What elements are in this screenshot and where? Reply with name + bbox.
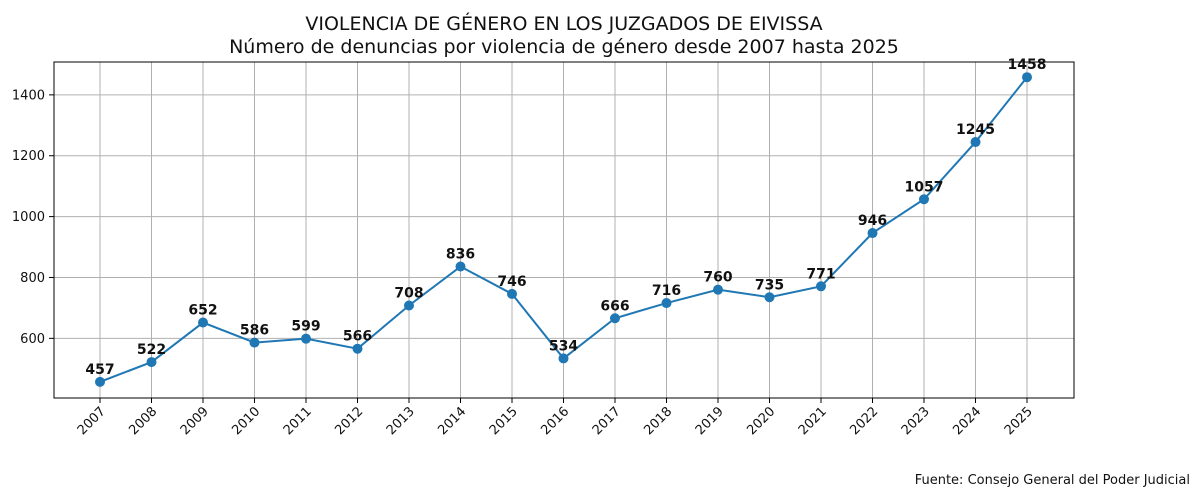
data-label: 836 bbox=[446, 247, 475, 263]
x-tick-label: 2017 bbox=[590, 404, 624, 438]
y-tick-label: 1000 bbox=[12, 210, 45, 225]
data-label: 599 bbox=[291, 319, 320, 335]
data-label: 771 bbox=[806, 266, 835, 282]
x-tick-label: 2024 bbox=[950, 404, 984, 438]
data-point bbox=[507, 288, 517, 299]
data-label: 586 bbox=[240, 323, 269, 339]
x-tick-label: 2014 bbox=[435, 404, 469, 438]
x-tick-label: 2021 bbox=[796, 404, 830, 438]
data-label: 666 bbox=[600, 298, 629, 314]
source-note: Fuente: Consejo General del Poder Judici… bbox=[915, 473, 1190, 488]
data-point bbox=[661, 298, 672, 309]
data-label: 522 bbox=[137, 342, 166, 358]
x-tick-label: 2020 bbox=[744, 404, 778, 438]
data-point bbox=[1022, 72, 1032, 83]
data-label: 946 bbox=[858, 213, 887, 229]
data-point bbox=[970, 137, 981, 148]
data-point bbox=[455, 261, 466, 272]
data-point bbox=[249, 337, 260, 348]
x-tick-label: 2011 bbox=[281, 404, 315, 438]
data-label: 1458 bbox=[1008, 57, 1047, 73]
data-point bbox=[610, 313, 620, 324]
data-label: 716 bbox=[652, 283, 681, 299]
x-tick-label: 2007 bbox=[75, 404, 109, 438]
grid bbox=[54, 62, 1074, 398]
data-point bbox=[764, 292, 775, 303]
data-label: 746 bbox=[497, 274, 526, 290]
data-labels: 457 522 652 586 599 566 708 836 746 534 666 716 760 7… bbox=[85, 57, 1046, 378]
x-tick-label: 2023 bbox=[899, 404, 933, 438]
data-point bbox=[95, 376, 105, 387]
data-label: 1245 bbox=[956, 122, 995, 138]
chart-subtitle: Número de denuncias por violencia de gén… bbox=[229, 36, 899, 58]
x-tick-label: 2019 bbox=[693, 404, 727, 438]
chart-title: VIOLENCIA DE GÉNERO EN LOS JUZGADOS DE E… bbox=[305, 12, 822, 35]
data-point bbox=[816, 281, 826, 292]
x-tick-label: 2025 bbox=[1002, 404, 1036, 438]
data-label: 708 bbox=[394, 285, 423, 301]
y-tick-label: 1400 bbox=[12, 88, 45, 103]
y-tick-label: 1200 bbox=[12, 149, 45, 164]
data-point bbox=[867, 228, 878, 239]
x-tick-label: 2016 bbox=[538, 404, 572, 438]
data-label: 735 bbox=[755, 277, 784, 293]
data-point bbox=[198, 317, 208, 328]
data-point bbox=[301, 333, 311, 344]
data-label: 1057 bbox=[905, 179, 944, 195]
data-label: 457 bbox=[85, 362, 114, 378]
y-axis: 600 800 1000 1200 1400 bbox=[12, 88, 54, 347]
data-point bbox=[713, 284, 723, 295]
data-point bbox=[352, 343, 363, 354]
data-label: 566 bbox=[343, 329, 372, 345]
x-axis: 2007 2008 2009 2010 2011 2012 2013 2014 2015 2016… bbox=[75, 398, 1036, 438]
y-tick-label: 800 bbox=[20, 271, 45, 286]
data-point bbox=[146, 357, 157, 368]
data-point bbox=[404, 300, 414, 311]
data-points bbox=[95, 72, 1032, 387]
x-tick-label: 2010 bbox=[229, 404, 263, 438]
x-tick-label: 2013 bbox=[384, 404, 418, 438]
data-point bbox=[558, 353, 569, 364]
x-tick-label: 2018 bbox=[641, 404, 675, 438]
data-label: 534 bbox=[549, 338, 578, 354]
data-label: 652 bbox=[188, 303, 217, 319]
data-label: 760 bbox=[703, 270, 732, 286]
x-tick-label: 2022 bbox=[847, 404, 881, 438]
y-tick-label: 600 bbox=[20, 332, 45, 347]
x-tick-label: 2012 bbox=[332, 404, 366, 438]
x-tick-label: 2009 bbox=[178, 404, 212, 438]
data-point bbox=[919, 194, 929, 205]
x-tick-label: 2008 bbox=[126, 404, 160, 438]
x-tick-label: 2015 bbox=[487, 404, 521, 438]
